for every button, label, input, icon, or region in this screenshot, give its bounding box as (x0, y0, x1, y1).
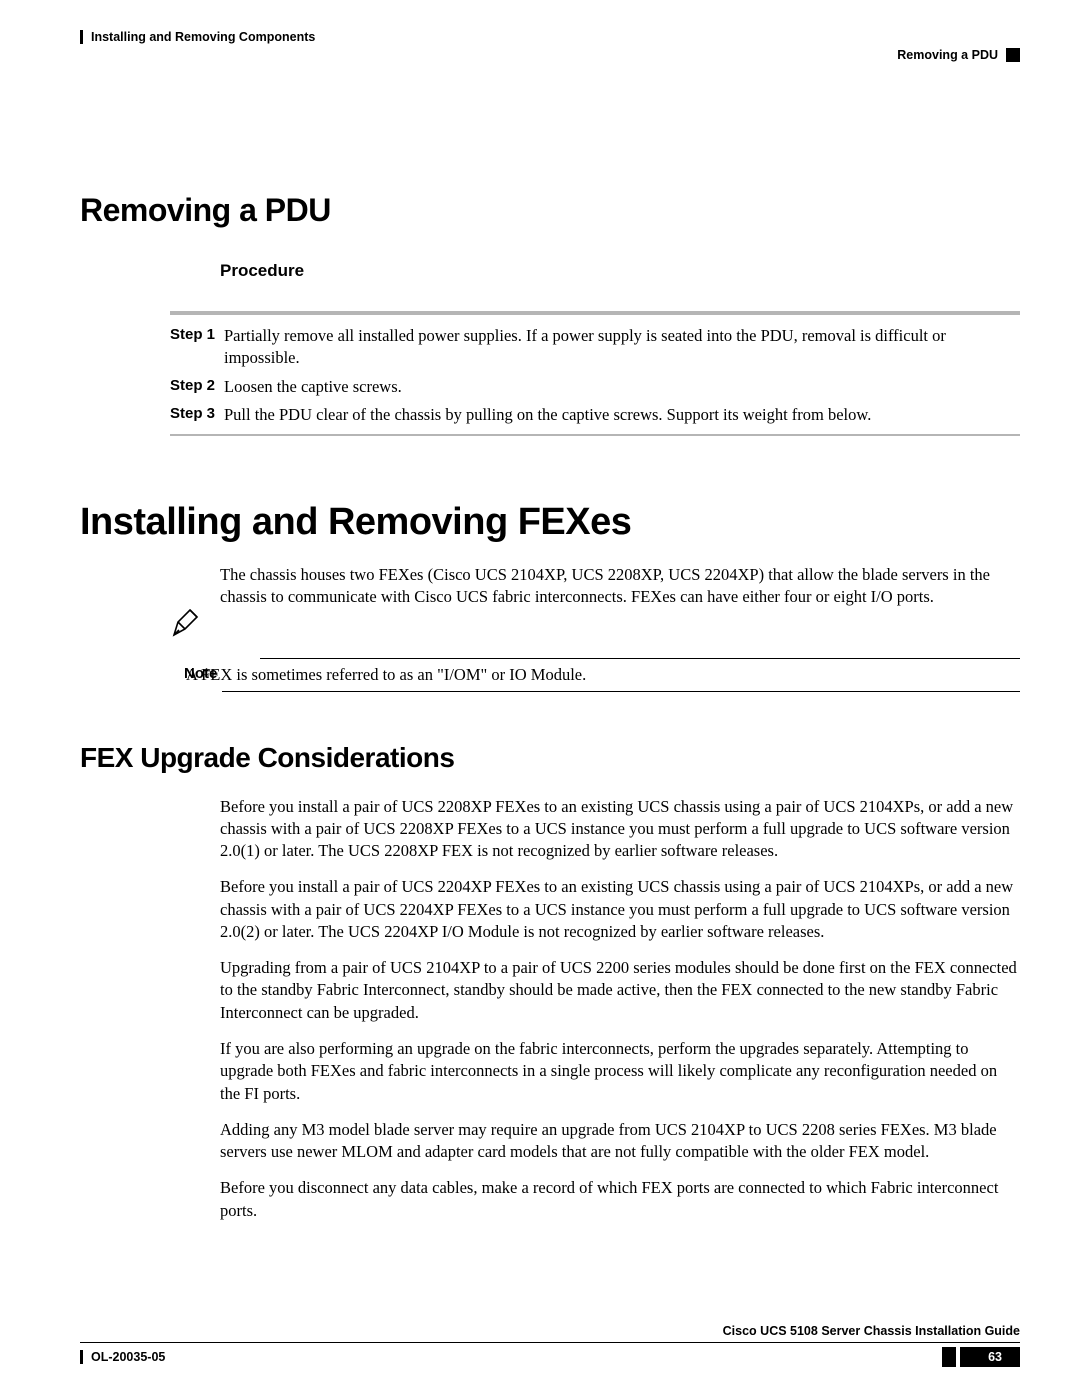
footer-doc-number: OL-20035-05 (91, 1350, 165, 1364)
step-text: Pull the PDU clear of the chassis by pul… (224, 404, 871, 426)
section-title-removing-pdu: Removing a PDU (80, 192, 1020, 229)
header-section: Removing a PDU (897, 48, 998, 62)
step-text: Partially remove all installed power sup… (224, 325, 1020, 370)
upgrade-p3: Upgrading from a pair of UCS 2104XP to a… (220, 957, 1020, 1024)
upgrade-p6: Before you disconnect any data cables, m… (220, 1177, 1020, 1222)
step-label: Step 3 (170, 404, 224, 426)
header-square-icon (1006, 48, 1020, 62)
note-label: Note (136, 665, 186, 682)
step-row: Step 2 Loosen the captive screws. (170, 376, 1020, 398)
footer-square-icon (942, 1347, 956, 1367)
upgrade-p2: Before you install a pair of UCS 2204XP … (220, 876, 1020, 943)
step-row: Step 1 Partially remove all installed po… (170, 325, 1020, 370)
upgrade-p5: Adding any M3 model blade server may req… (220, 1119, 1020, 1164)
note-text: A FEX is sometimes referred to as an "I/… (186, 665, 586, 685)
footer-bar-icon (80, 1350, 83, 1364)
procedure-top-rule (170, 311, 1020, 315)
footer-page-number: 63 (960, 1347, 1020, 1367)
step-label: Step 2 (170, 376, 224, 398)
section-title-fexes: Installing and Removing FEXes (80, 501, 1020, 544)
note-block: Note A FEX is sometimes referred to as a… (170, 629, 1020, 692)
fexes-intro: The chassis houses two FEXes (Cisco UCS … (220, 564, 1020, 609)
step-text: Loosen the captive screws. (224, 376, 402, 398)
upgrade-p4: If you are also performing an upgrade on… (220, 1038, 1020, 1105)
section-title-fex-upgrade: FEX Upgrade Considerations (80, 742, 1020, 774)
page-header: Installing and Removing Components Remov… (80, 30, 1020, 62)
header-chapter: Installing and Removing Components (91, 30, 315, 44)
note-top-rule (260, 658, 1020, 659)
note-pencil-icon (170, 609, 208, 639)
header-bar-icon (80, 30, 83, 44)
note-bottom-rule (222, 691, 1020, 692)
upgrade-p1: Before you install a pair of UCS 2208XP … (220, 796, 1020, 863)
step-label: Step 1 (170, 325, 224, 370)
footer-guide-title: Cisco UCS 5108 Server Chassis Installati… (80, 1324, 1020, 1338)
page-footer: Cisco UCS 5108 Server Chassis Installati… (80, 1324, 1020, 1367)
procedure-heading: Procedure (220, 261, 1020, 281)
procedure-bottom-rule (170, 434, 1020, 436)
step-row: Step 3 Pull the PDU clear of the chassis… (170, 404, 1020, 426)
